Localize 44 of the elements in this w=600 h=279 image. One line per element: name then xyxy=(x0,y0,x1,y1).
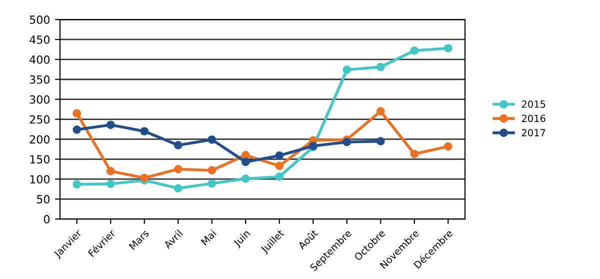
point xyxy=(72,125,82,134)
point xyxy=(376,62,385,72)
point xyxy=(72,109,82,118)
legend-label: 2016 xyxy=(522,114,546,122)
legend-label: 2015 xyxy=(522,100,546,108)
point xyxy=(342,66,352,74)
point xyxy=(342,138,352,146)
point xyxy=(241,158,250,166)
y-tick-label: 50 xyxy=(36,195,50,204)
point xyxy=(410,150,419,158)
point xyxy=(241,174,250,183)
point xyxy=(275,162,284,170)
point xyxy=(208,135,216,144)
y-tick-label: 400 xyxy=(30,55,50,64)
y-tick-label: 500 xyxy=(30,16,50,24)
legend-label: 2017 xyxy=(522,129,546,136)
y-tick-label: 150 xyxy=(30,155,50,164)
point xyxy=(140,127,149,136)
y-tick-label: 0 xyxy=(44,214,50,224)
y-tick-label: 450 xyxy=(30,35,50,44)
point xyxy=(444,44,452,52)
point xyxy=(208,179,216,188)
y-tick-label: 300 xyxy=(30,95,50,104)
point xyxy=(106,120,115,130)
point xyxy=(140,174,149,182)
point xyxy=(174,164,182,174)
point xyxy=(376,137,385,146)
y-tick-label: 250 xyxy=(30,115,50,124)
point xyxy=(275,172,284,181)
point xyxy=(241,151,250,160)
point xyxy=(174,184,182,192)
point xyxy=(376,107,385,116)
point xyxy=(410,46,419,55)
point xyxy=(106,180,115,188)
y-tick-label: 200 xyxy=(30,135,50,144)
point xyxy=(275,151,284,160)
y-tick-label: 350 xyxy=(30,75,50,84)
point xyxy=(174,141,182,150)
x-tick-label: Mai xyxy=(200,229,217,246)
point xyxy=(444,142,452,151)
point xyxy=(106,166,115,176)
y-tick-label: 100 xyxy=(30,175,50,184)
point xyxy=(72,180,82,188)
point xyxy=(208,166,216,175)
